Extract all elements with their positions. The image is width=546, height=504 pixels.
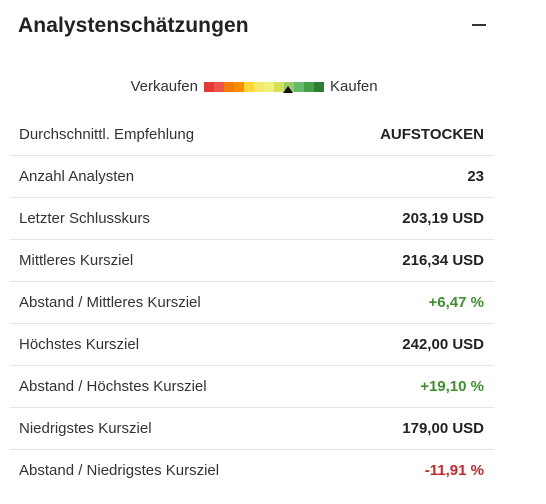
row-label: Anzahl Analysten [19,168,135,185]
row-label: Niedrigstes Kursziel [19,420,152,437]
row-label: Mittleres Kursziel [19,252,134,269]
scale-segment [204,82,214,92]
scale-segment [314,82,324,92]
analyst-estimates-table: Durchschnittl. Empfehlung AUFSTOCKEN Anz… [10,114,494,491]
scale-segment [234,82,244,92]
table-row-high-target: Höchstes Kursziel 242,00 USD [10,324,494,366]
table-row-mean-target: Mittleres Kursziel 216,34 USD [10,240,494,282]
table-row-average-recommendation: Durchschnittl. Empfehlung AUFSTOCKEN [10,114,494,156]
recommendation-scale-bar [204,82,324,93]
collapse-minus-icon[interactable] [472,24,486,34]
row-value: 203,19 USD [402,210,484,227]
row-label: Durchschnittl. Empfehlung [19,126,195,143]
row-value: 242,00 USD [402,336,484,353]
table-row-low-target: Niedrigstes Kursziel 179,00 USD [10,408,494,450]
scale-segment [214,82,224,92]
row-label: Letzter Schlusskurs [19,210,150,227]
recommendation-scale-row: Verkaufen Kaufen [0,78,508,100]
row-value: 23 [467,168,484,185]
buy-label: Kaufen [330,78,378,95]
row-label: Abstand / Höchstes Kursziel [19,378,207,395]
scale-segment [254,82,264,92]
scale-segment [244,82,254,92]
row-value: +19,10 % [420,378,484,395]
section-title: Analystenschätzungen [18,14,249,37]
row-value: AUFSTOCKEN [380,126,484,143]
minus-bar [472,24,486,26]
analyst-estimates-header: Analystenschätzungen [18,14,494,44]
table-row-mean-target-gap: Abstand / Mittleres Kursziel +6,47 % [10,282,494,324]
sell-label: Verkaufen [130,78,198,95]
row-label: Abstand / Niedrigstes Kursziel [19,462,220,479]
row-label: Abstand / Mittleres Kursziel [19,294,201,311]
table-row-high-target-gap: Abstand / Höchstes Kursziel +19,10 % [10,366,494,408]
scale-segment [294,82,304,92]
table-row-low-target-gap: Abstand / Niedrigstes Kursziel -11,91 % [10,450,494,491]
scale-segment [264,82,274,92]
row-value: 216,34 USD [402,252,484,269]
row-value: 179,00 USD [402,420,484,437]
scale-segment [224,82,234,92]
scale-segment [274,82,284,92]
row-value: +6,47 % [428,294,484,311]
row-value: -11,91 % [424,462,484,479]
scale-segment [304,82,314,92]
recommendation-marker-icon [283,86,293,93]
recommendation-scale-inner: Verkaufen Kaufen [130,78,377,95]
row-label: Höchstes Kursziel [19,336,140,353]
table-row-analyst-count: Anzahl Analysten 23 [10,156,494,198]
table-row-last-close: Letzter Schlusskurs 203,19 USD [10,198,494,240]
